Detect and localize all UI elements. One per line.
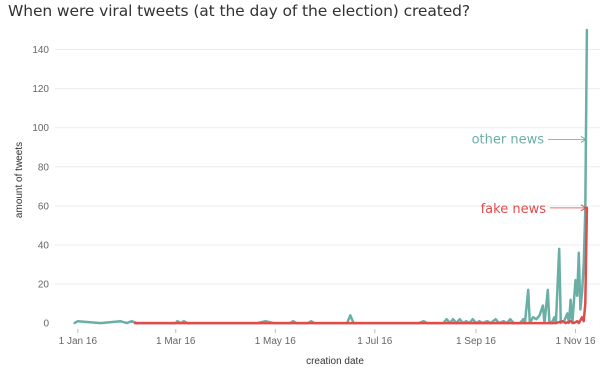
- annotations: other news fake news: [472, 132, 587, 217]
- x-tick-label: 1 Jul 16: [357, 336, 392, 347]
- chart-title: When were viral tweets (at the day of th…: [8, 2, 471, 20]
- y-tick-label: 120: [32, 84, 49, 95]
- y-tick-label: 140: [32, 45, 49, 56]
- series-line-fake-news: [133, 206, 589, 325]
- x-tick-label: 1 Sep 16: [456, 336, 496, 347]
- y-tick-label: 80: [38, 162, 50, 173]
- y-tick-label: 0: [43, 319, 49, 330]
- series-line-other-news: [73, 28, 589, 325]
- series-lines: [73, 28, 589, 325]
- gridlines: [55, 49, 600, 285]
- x-tick-label: 1 Nov 16: [556, 336, 596, 347]
- x-tick-label: 1 Jan 16: [59, 336, 98, 347]
- annotation-label: fake news: [481, 202, 547, 217]
- y-tick-label: 20: [38, 280, 50, 291]
- annotation-arrowhead: [580, 204, 587, 212]
- annotation-arrowhead: [580, 136, 587, 143]
- x-axis: 1 Jan 16 1 Mar 16 1 May 16 1 Jul 16 1 Sep 16…: [59, 329, 596, 347]
- x-tick-label: 1 Mar 16: [156, 336, 196, 347]
- x-tick-label: 1 May 16: [255, 336, 297, 347]
- x-axis-label: creation date: [306, 356, 364, 367]
- y-tick-label: 100: [32, 123, 49, 134]
- y-tick-label: 60: [38, 201, 50, 212]
- y-tick-label: 40: [38, 240, 50, 251]
- y-axis: 0 20 40 60 80 100 120 140: [32, 45, 49, 330]
- y-axis-label: amount of tweets: [14, 142, 25, 218]
- annotation-label: other news: [472, 132, 545, 147]
